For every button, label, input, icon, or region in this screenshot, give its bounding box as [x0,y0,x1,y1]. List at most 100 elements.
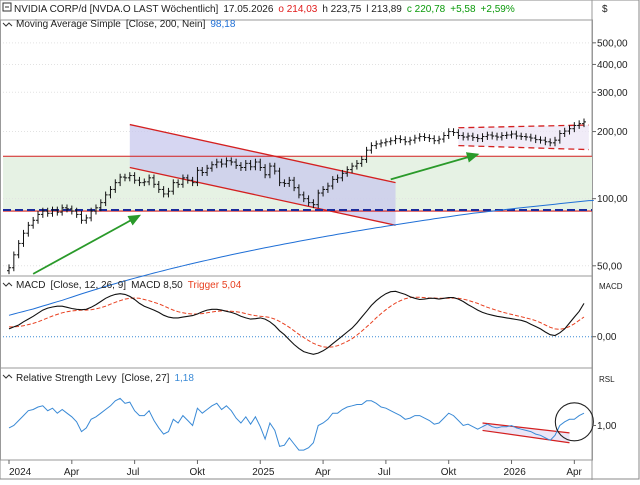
price-bar [40,207,45,218]
macd-axis-label: MACD [599,282,623,291]
price-bar [84,214,89,224]
sma-legend-icon [2,22,13,27]
price-bar [475,134,480,143]
price-bar [277,167,282,187]
price-bar [161,186,166,198]
price-bar [562,127,567,137]
price-bar [127,172,132,182]
price-bar [137,176,142,187]
price-bar [272,162,277,175]
price-tick-label: 400,00 [597,60,628,71]
price-bar [393,135,398,145]
price-bar [93,204,98,215]
macd-params: [Close, 12, 26, 9] [50,280,126,291]
price-bar [21,229,26,247]
price-bar [180,174,185,188]
price-bar [359,156,364,167]
price-bar [292,176,297,192]
channel-lower-line-1 [129,166,396,226]
price-bar [485,131,490,140]
header-low: l 213,89 [366,4,402,15]
price-bar [69,205,74,215]
sma-label: Moving Average Simple [16,19,121,30]
price-bar [432,135,437,145]
price-bar [408,136,413,146]
price-bar [509,130,514,139]
price-bar [311,199,316,209]
price-bar [214,158,219,169]
price-header [2,2,12,12]
price-bar [7,264,11,275]
price-bar [287,176,292,187]
price-bar [253,158,258,171]
price-bar [229,157,234,166]
price-bar [151,174,156,188]
price-bar [572,122,577,133]
rsl-axis-label: RSL [599,375,615,384]
x-tick-label: Apr [566,467,582,478]
channel-upper-line-2 [458,124,589,129]
header-date: 17.05.2026 [223,4,273,15]
macd-line [8,290,585,355]
rsl-legend-icon [2,374,13,379]
x-tick-label: Jul [127,467,140,478]
rsl-channel-lower [482,429,570,444]
price-bar [45,207,50,217]
rsl-highlight-circle [554,402,594,442]
price-bar [441,132,446,143]
price-bar [577,120,582,129]
price-bar [219,158,224,168]
price-bar [205,164,210,176]
price-bar [200,167,205,176]
price-bar [548,138,553,147]
price-bar [557,130,562,144]
price-bar [26,221,31,237]
price-bar [50,206,55,217]
price-bar [190,176,195,187]
price-bar [340,169,345,182]
macd-label: MACD [16,280,45,291]
price-bar [282,179,287,187]
channel-fill-2 [458,125,589,150]
price-bar [209,161,214,172]
x-tick-label: Apr [64,467,80,478]
price-bar [321,186,326,197]
price-bar [176,179,181,188]
price-bar [118,173,123,187]
price-bar [122,173,127,182]
channel-upper-line-1 [129,123,396,184]
price-bar [171,179,176,195]
price-bar [543,136,548,146]
rsl-value: 1,18 [174,373,194,384]
price-bar [470,132,475,141]
header-high: h 223,75 [322,4,361,15]
price-bar [374,140,379,150]
price-bar [16,240,21,259]
price-bar [243,160,248,171]
channel-fill-1 [129,124,396,226]
header-change: +5,58 [450,4,476,15]
price-bar [258,158,263,171]
rsl-channel-fill [482,423,570,443]
price-tick-label: 50,00 [597,261,622,272]
price-bar [519,132,524,140]
price-tick-label: 500,00 [597,38,628,49]
price-bar [403,136,408,146]
price-bar [417,133,422,142]
price-bar [499,132,504,141]
header-change-pct: +2,59% [481,4,515,15]
x-tick-label: Okt [189,467,205,478]
macd-value: MACD 8,50 [131,280,183,291]
x-tick-label: 2024 [9,467,32,478]
price-bar [451,128,456,136]
header-open: o 214,03 [278,4,317,15]
price-bar [301,191,306,203]
sma-value: 98,18 [210,19,235,30]
price-bar [234,158,239,169]
rsl-line [8,397,585,451]
macd-tick-label: 0,00 [597,332,617,343]
trend-arrow-1 [32,214,142,275]
price-bar [538,136,543,144]
